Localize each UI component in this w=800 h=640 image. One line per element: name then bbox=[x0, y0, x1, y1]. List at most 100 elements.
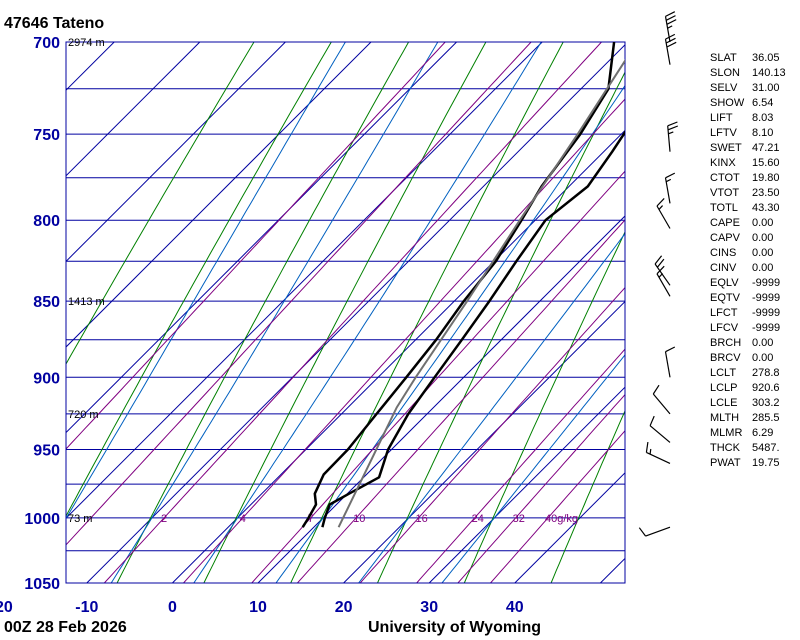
index-label: MLMR bbox=[710, 427, 742, 439]
index-value: 31.00 bbox=[752, 82, 780, 94]
index-label: LFCT bbox=[710, 307, 738, 319]
temperature-tick-labels: -20 -10 0 10 20 30 40 bbox=[0, 599, 524, 616]
wind-barb-stroke bbox=[665, 346, 676, 353]
isotherm-line bbox=[343, 300, 625, 583]
dry-adiabat-line bbox=[66, 42, 332, 518]
wind-barb-stroke bbox=[664, 38, 671, 65]
index-value: 140.13 bbox=[752, 67, 786, 79]
index-value: 8.10 bbox=[752, 127, 773, 139]
wind-barb bbox=[638, 526, 671, 537]
mixing-ratio-label: 4 bbox=[240, 513, 246, 525]
dry-adiabat-line bbox=[116, 42, 410, 583]
mixing-ratio-line bbox=[297, 219, 625, 583]
dry-adiabat-line bbox=[377, 71, 625, 583]
wind-barb-stroke bbox=[666, 19, 677, 25]
chart-title: 47646 Tateno bbox=[4, 15, 104, 32]
wind-barb-stroke bbox=[665, 33, 676, 40]
isotherm-line bbox=[428, 386, 625, 583]
dry-adiabat-lines bbox=[66, 42, 625, 583]
wind-barb-stroke bbox=[667, 121, 678, 127]
wind-barb bbox=[656, 265, 671, 297]
wind-barb-stroke bbox=[645, 442, 649, 453]
wind-barb-stroke bbox=[656, 273, 671, 297]
pressure-tick-label: 800 bbox=[33, 213, 60, 230]
index-value: 15.60 bbox=[752, 157, 780, 169]
isobar-lines bbox=[66, 41, 625, 584]
mixing-ratio-label: 10 bbox=[353, 513, 365, 525]
wind-barb-stroke bbox=[665, 15, 676, 21]
height-label: 2974 m bbox=[68, 37, 105, 49]
index-value: 47.21 bbox=[752, 142, 780, 154]
index-value: 36.05 bbox=[752, 52, 780, 64]
index-label: LIFT bbox=[710, 112, 733, 124]
index-value: -9999 bbox=[752, 307, 780, 319]
index-value: -9999 bbox=[752, 277, 780, 289]
pressure-tick-label: 700 bbox=[33, 35, 60, 52]
index-label: CTOT bbox=[710, 172, 740, 184]
wind-barb-stroke bbox=[667, 125, 671, 152]
index-label: CAPV bbox=[710, 232, 741, 244]
wind-barb-stroke bbox=[665, 178, 672, 183]
index-value: 6.29 bbox=[752, 427, 773, 439]
wind-barb-stroke bbox=[665, 11, 676, 17]
dry-adiabat-line bbox=[203, 42, 487, 583]
temperature-tick-label: -10 bbox=[75, 599, 98, 616]
index-label: LCLT bbox=[710, 367, 736, 379]
isotherm-line bbox=[66, 42, 286, 263]
wind-barb-stroke bbox=[656, 205, 671, 229]
dry-adiabat-line bbox=[290, 42, 564, 583]
mixing-ratio-label: 24 bbox=[472, 513, 484, 525]
moist-adiabat-line bbox=[275, 84, 625, 583]
mixing-ratio-line bbox=[457, 393, 625, 583]
index-value: 0.00 bbox=[752, 352, 773, 364]
index-label: LFCV bbox=[710, 322, 739, 334]
dry-adiabat-line bbox=[463, 230, 625, 583]
wind-barb bbox=[652, 384, 671, 415]
mixing-ratio-line bbox=[183, 98, 625, 583]
index-value: 0.00 bbox=[752, 232, 773, 244]
index-label: LCLE bbox=[710, 397, 738, 409]
wind-barb-stroke bbox=[664, 351, 671, 378]
index-label: SLAT bbox=[710, 52, 737, 64]
wind-barb bbox=[656, 197, 671, 229]
wind-barb-stroke bbox=[654, 255, 663, 265]
index-label: SELV bbox=[710, 82, 738, 94]
mixing-ratio-line bbox=[66, 42, 532, 546]
isotherm-line bbox=[0, 42, 29, 583]
index-label: SLON bbox=[710, 67, 740, 79]
footer-date: 00Z 28 Feb 2026 bbox=[4, 619, 127, 636]
mixing-ratio-labels: 2 4 7 10 16 24 32 40g/kg bbox=[161, 513, 578, 525]
isotherm-line bbox=[66, 42, 372, 348]
wind-barb bbox=[664, 172, 676, 204]
index-value: 6.54 bbox=[752, 97, 773, 109]
index-value: 0.00 bbox=[752, 217, 773, 229]
index-label: LCLP bbox=[710, 382, 738, 394]
wind-barb-stroke bbox=[649, 425, 671, 443]
index-label: CINS bbox=[710, 247, 736, 259]
wind-barb-stroke bbox=[656, 258, 665, 268]
wind-barb bbox=[664, 346, 676, 378]
plot-frame bbox=[65, 41, 626, 584]
index-label: SWET bbox=[710, 142, 742, 154]
index-value: 920.6 bbox=[752, 382, 780, 394]
index-value: 8.03 bbox=[752, 112, 773, 124]
index-label: TOTL bbox=[710, 202, 738, 214]
wind-barb-stroke bbox=[665, 37, 676, 44]
index-value: 285.5 bbox=[752, 412, 780, 424]
index-label: SHOW bbox=[710, 97, 745, 109]
index-label: PWAT bbox=[710, 457, 741, 469]
isotherm-line bbox=[66, 42, 543, 519]
pressure-tick-label: 950 bbox=[33, 443, 60, 460]
height-label: 720 m bbox=[68, 409, 99, 421]
temperature-tick-label: 20 bbox=[335, 599, 353, 616]
index-label: CAPE bbox=[710, 217, 740, 229]
isotherm-line bbox=[514, 472, 625, 583]
wind-barb-stroke bbox=[645, 526, 671, 537]
mixing-ratio-label: 16 bbox=[416, 513, 428, 525]
mixing-ratio-line bbox=[490, 430, 625, 583]
moist-adiabat-lines bbox=[66, 42, 625, 583]
mixing-ratio-label: 32 bbox=[513, 513, 525, 525]
pressure-tick-label: 850 bbox=[33, 294, 60, 311]
isotherm-line bbox=[66, 42, 201, 177]
